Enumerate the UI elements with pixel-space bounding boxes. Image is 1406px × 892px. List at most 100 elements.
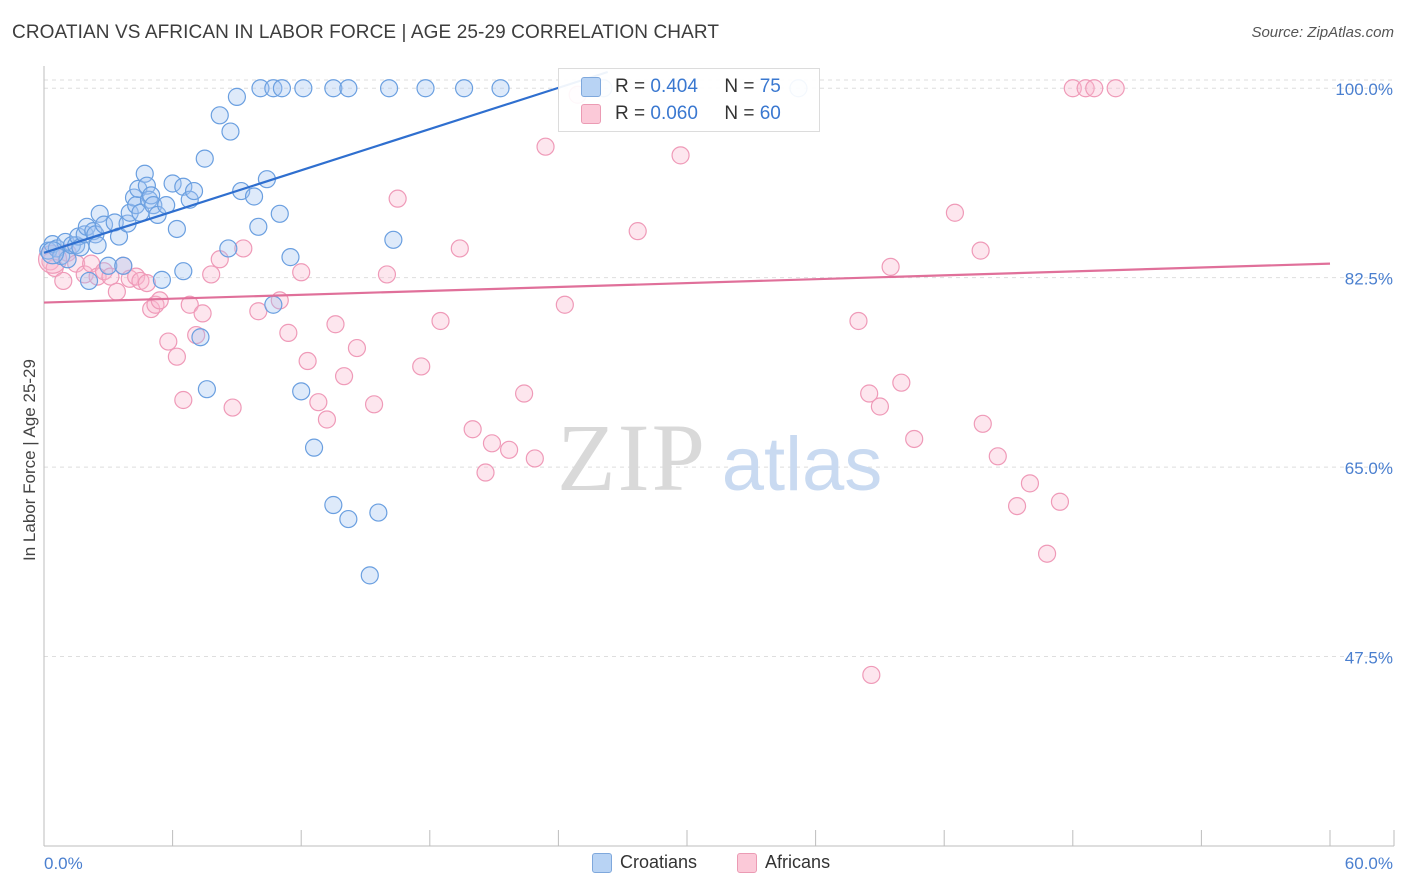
africans-point xyxy=(1037,544,1057,563)
croatians-point xyxy=(144,196,163,215)
croatians-n-label: N = xyxy=(724,76,755,97)
stats-box: R = 0.404 N = 75 R = 0.060 N = 60 xyxy=(558,68,820,132)
africans-point xyxy=(849,311,868,331)
croatians-point xyxy=(281,248,300,267)
legend-item-croatians[interactable]: Croatians xyxy=(592,852,697,873)
africans-point xyxy=(500,440,519,459)
croatians-trend-line xyxy=(43,70,609,254)
africans-point xyxy=(54,271,73,291)
croatians-point xyxy=(416,79,435,98)
croatians-point xyxy=(99,256,118,275)
africans-point xyxy=(476,463,495,482)
legend-africans-label: Africans xyxy=(765,852,831,872)
africans-point xyxy=(1050,492,1070,511)
y-tick-label: 65.0% xyxy=(1345,459,1393,478)
croatians-point xyxy=(195,149,214,168)
africans-point xyxy=(364,395,384,414)
africans-point xyxy=(317,410,337,429)
africans-point xyxy=(412,357,431,376)
africans-point xyxy=(515,384,534,403)
africans-point xyxy=(107,282,126,301)
africans-point xyxy=(1007,496,1027,516)
africans-points xyxy=(37,79,1125,685)
croatians-point xyxy=(324,495,343,515)
croatians-point xyxy=(360,566,379,585)
watermark-atlas: atlas xyxy=(722,422,883,507)
africans-point xyxy=(334,367,354,386)
croatians-point xyxy=(167,219,186,239)
croatians-point xyxy=(292,382,311,401)
africans-r-value: 0.060 xyxy=(650,103,698,124)
africans-r-label: R = xyxy=(615,103,646,124)
croatians-point xyxy=(491,79,510,98)
croatians-point xyxy=(174,262,193,281)
y-tick-label: 47.5% xyxy=(1345,649,1393,668)
axes xyxy=(43,66,1395,847)
y-tick-label: 100.0% xyxy=(1335,80,1393,99)
africans-point xyxy=(671,146,690,165)
legend-africans-swatch xyxy=(737,852,758,873)
trend-lines xyxy=(43,70,1331,304)
croatians-point xyxy=(191,328,210,347)
africans-point xyxy=(298,351,317,371)
africans-point xyxy=(628,222,647,241)
croatians-point xyxy=(339,509,358,529)
legend-croatians-label: Croatians xyxy=(620,852,698,872)
legend-croatians-swatch xyxy=(592,852,612,873)
croatians-point xyxy=(184,181,204,201)
croatians-point xyxy=(272,79,292,98)
croatians-point xyxy=(379,79,399,98)
africans-point xyxy=(1085,79,1104,98)
legend-item-africans[interactable]: Africans xyxy=(737,852,830,873)
africans-point xyxy=(159,332,178,351)
x-tick-label: 0.0% xyxy=(44,854,83,873)
croatians-point xyxy=(152,270,171,289)
africans-point xyxy=(101,267,120,286)
africans-point xyxy=(1020,474,1040,493)
africans-point xyxy=(279,323,298,342)
africans-point xyxy=(536,137,555,156)
croatians-point xyxy=(227,87,246,106)
x-tick-label: 60.0% xyxy=(1345,854,1393,873)
africans-point xyxy=(234,239,253,258)
croatians-point xyxy=(197,380,216,399)
croatians-r-value: 0.404 xyxy=(650,76,698,97)
africans-point xyxy=(482,434,502,453)
africans-point xyxy=(860,384,879,403)
africans-point xyxy=(223,398,242,417)
croatians-point xyxy=(163,174,182,193)
legend: Croatians Africans xyxy=(592,852,870,873)
africans-point xyxy=(1106,79,1125,98)
africans-point xyxy=(388,189,407,208)
croatians-point xyxy=(219,239,238,258)
croatians-n-value: 75 xyxy=(759,76,781,97)
africans-point xyxy=(973,414,992,433)
africans-point xyxy=(180,295,199,314)
africans-trend-line xyxy=(43,262,1331,304)
croatians-point xyxy=(454,79,474,98)
stats-row-croatians: R = 0.404 N = 75 xyxy=(581,74,781,100)
africans-point xyxy=(202,265,221,284)
africans-point xyxy=(892,373,911,392)
africans-point xyxy=(377,265,397,284)
croatians-point xyxy=(137,176,156,195)
watermark: ZIP atlas xyxy=(557,404,882,511)
africans-point xyxy=(555,295,574,314)
africans-point xyxy=(450,239,469,258)
africans-point xyxy=(463,420,482,439)
africans-point xyxy=(347,338,367,358)
africans-point xyxy=(1063,79,1082,98)
africans-point xyxy=(971,241,990,260)
africans-point xyxy=(905,429,924,449)
croatians-point xyxy=(79,271,99,291)
watermark-zip: ZIP xyxy=(557,404,707,511)
source-label: Source: ZipAtlas.com xyxy=(1251,24,1394,41)
croatians-point xyxy=(384,230,403,249)
croatians-point xyxy=(324,79,343,98)
africans-point xyxy=(249,302,268,321)
africans-point xyxy=(988,447,1007,466)
croatians-point xyxy=(249,217,268,236)
africans-point xyxy=(193,304,212,323)
croatians-point xyxy=(294,79,313,98)
africans-point xyxy=(945,203,965,222)
